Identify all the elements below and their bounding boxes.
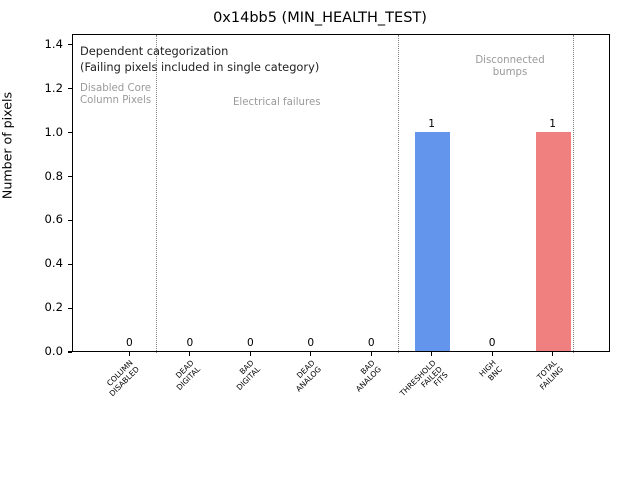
x-axis-tick-mark <box>491 352 493 356</box>
bar-value-label: 0 <box>488 337 496 349</box>
y-axis-tick-mark <box>68 88 72 90</box>
bar-value-label: 1 <box>428 117 436 130</box>
y-axis-tick-mark <box>68 44 72 46</box>
y-axis-tick-label: 0.8 <box>44 168 63 183</box>
page-title: 0x14bb5 (MIN_HEALTH_TEST) <box>213 10 427 26</box>
y-axis-tick-mark <box>68 132 72 134</box>
y-axis-tick-label: 1.0 <box>44 124 63 139</box>
bar-value-label: 0 <box>246 337 254 349</box>
separator-disconnected-bumps <box>573 35 574 353</box>
separator-after-column-disabled <box>156 35 157 353</box>
x-axis-tick-mark <box>249 352 251 356</box>
x-axis-tick-mark <box>370 352 372 356</box>
x-axis-tick-mark <box>310 352 312 356</box>
x-axis-tick-mark <box>128 352 130 356</box>
y-axis-tick-label: 0.2 <box>44 300 63 315</box>
y-axis-tick-label: 1.4 <box>44 36 63 51</box>
x-axis-tick-mark <box>189 352 191 356</box>
bar-value-label: 0 <box>186 337 194 349</box>
bar <box>415 131 451 351</box>
bar-value-label: 1 <box>549 117 556 130</box>
x-axis-tick-mark <box>552 352 554 356</box>
plot-area <box>72 34 610 353</box>
y-axis-tick-label: 0.6 <box>44 212 63 227</box>
y-axis-tick-label: 0.4 <box>44 256 63 271</box>
y-axis-tick-mark <box>68 175 72 178</box>
y-axis-tick-mark <box>68 219 72 221</box>
bar-value-label: 0 <box>367 337 375 349</box>
y-axis-tick-label: 1.2 <box>44 80 63 95</box>
bar <box>536 131 572 351</box>
y-axis-tick-label: 0.0 <box>44 344 63 358</box>
y-axis-tick-mark <box>68 351 72 353</box>
y-axis-tick-mark <box>68 307 72 309</box>
x-axis-tick-mark <box>431 352 433 356</box>
separator-before-total-failing <box>398 35 399 353</box>
bar-value-label: 0 <box>307 337 315 349</box>
bar-value-label: 0 <box>126 337 133 349</box>
y-axis-tick-mark <box>68 263 72 265</box>
